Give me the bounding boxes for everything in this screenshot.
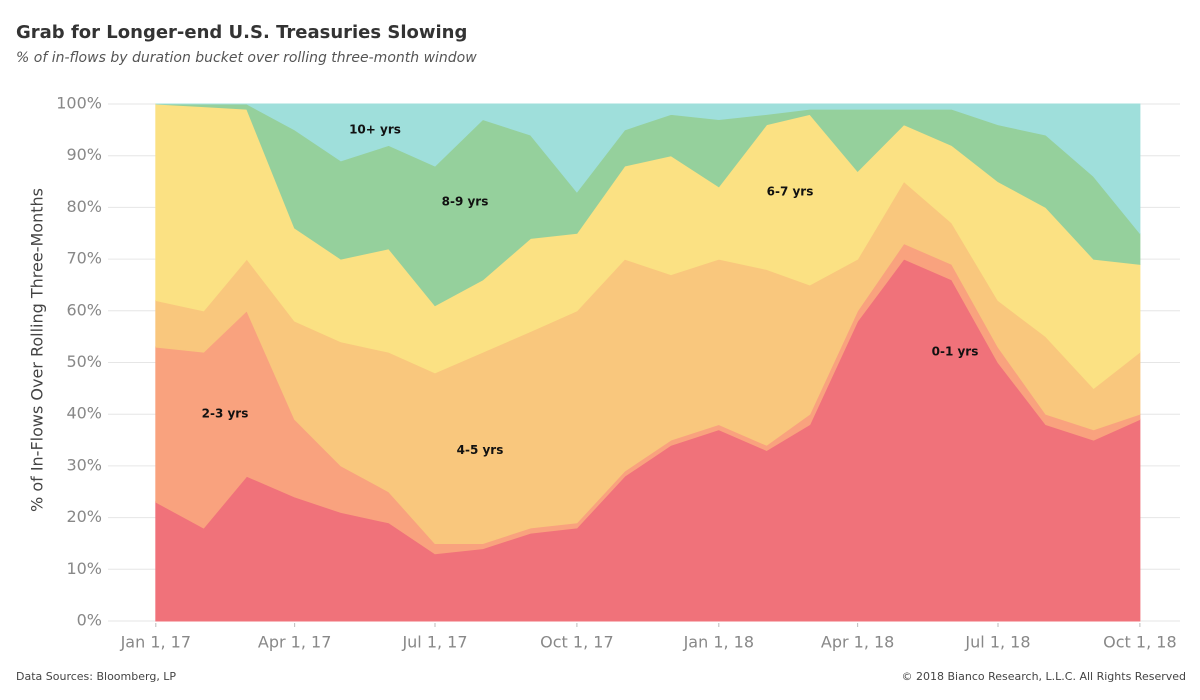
y-tick-label: 70% — [66, 249, 102, 268]
series-label: 2-3 yrs — [202, 407, 249, 421]
x-tick-label: Apr 1, 18 — [821, 633, 894, 652]
y-tick-label: 40% — [66, 404, 102, 423]
series-label: 6-7 yrs — [767, 184, 814, 198]
x-tick-label: Oct 1, 18 — [1103, 633, 1176, 652]
y-tick-label: 90% — [66, 145, 102, 164]
copyright-note: © 2018 Bianco Research, L.L.C. All Right… — [902, 670, 1186, 683]
y-tick-label: 80% — [66, 197, 102, 216]
x-tick-label: Jan 1, 18 — [683, 633, 754, 652]
x-tick-label: Jul 1, 18 — [964, 633, 1030, 652]
y-tick-label: 100% — [56, 94, 102, 113]
series-label: 4-5 yrs — [457, 443, 504, 457]
y-tick-label: 20% — [66, 507, 102, 526]
x-tick-label: Apr 1, 17 — [258, 633, 331, 652]
x-tick-label: Jan 1, 17 — [120, 633, 191, 652]
source-note: Data Sources: Bloomberg, LP — [16, 670, 176, 683]
chart-title: Grab for Longer-end U.S. Treasuries Slow… — [16, 22, 467, 43]
x-tick-label: Jul 1, 17 — [401, 633, 467, 652]
y-tick-label: 0% — [77, 611, 102, 630]
series-label: 0-1 yrs — [932, 345, 979, 359]
y-tick-label: 10% — [66, 559, 102, 578]
y-tick-label: 50% — [66, 352, 102, 371]
series-label: 10+ yrs — [349, 122, 401, 136]
y-axis-label: % of In-Flows Over Rolling Three-Months — [28, 188, 47, 512]
y-tick-label: 30% — [66, 455, 102, 474]
x-tick-label: Oct 1, 17 — [540, 633, 613, 652]
series-label: 8-9 yrs — [442, 195, 489, 209]
area — [155, 103, 1141, 235]
y-tick-label: 60% — [66, 300, 102, 319]
chart-subtitle: % of in-flows by duration bucket over ro… — [16, 50, 477, 66]
